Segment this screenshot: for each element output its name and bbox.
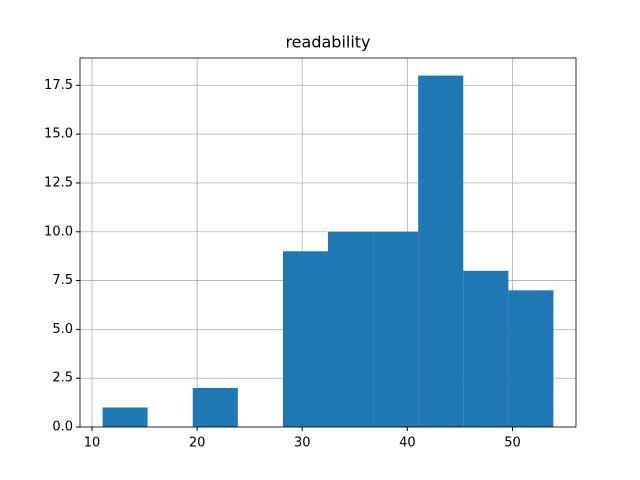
bar [463, 270, 509, 427]
x-tick-label: 40 [399, 436, 416, 451]
y-tick-label: 15.0 [44, 127, 73, 142]
y-tick-label: 12.5 [44, 175, 73, 190]
x-tick-label: 30 [294, 436, 311, 451]
x-tick-label: 50 [504, 436, 521, 451]
x-tick-label: 20 [189, 436, 206, 451]
bar [508, 290, 554, 427]
y-tick-label: 7.5 [52, 273, 73, 288]
plot-frame [79, 57, 577, 428]
bar [102, 407, 148, 427]
y-tick-label: 0.0 [52, 420, 73, 435]
bar [418, 75, 464, 428]
bar [373, 231, 419, 427]
chart-title: readability [285, 33, 370, 52]
y-tick-label: 2.5 [52, 371, 73, 386]
y-tick-label: 5.0 [52, 322, 73, 337]
x-tick-label: 10 [84, 436, 101, 451]
y-tick-label: 17.5 [44, 78, 73, 93]
y-tick-label: 10.0 [44, 224, 73, 239]
bar [328, 231, 374, 427]
bar [282, 251, 328, 427]
bar [192, 387, 238, 427]
